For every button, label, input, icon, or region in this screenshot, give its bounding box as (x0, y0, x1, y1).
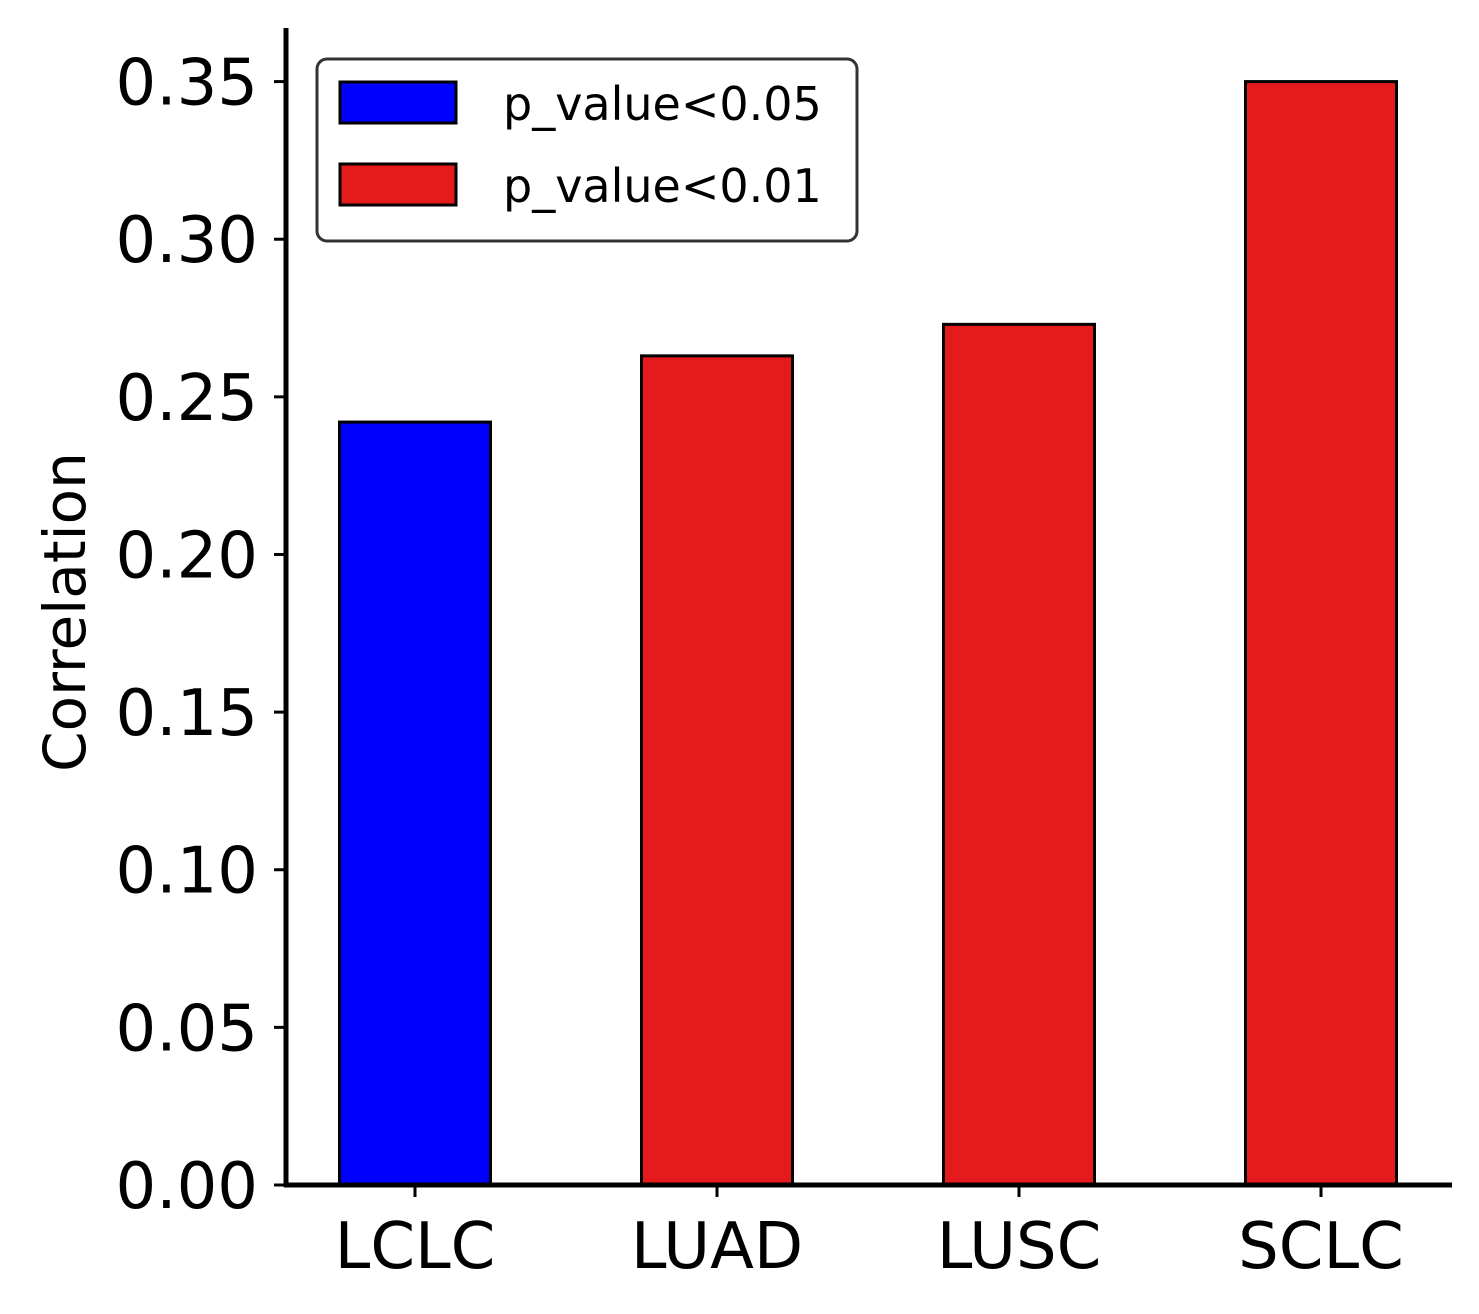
x-tick-label-sclc: SCLC (1238, 1210, 1404, 1284)
bar-luad (640, 354, 794, 1187)
y-tick-label: 0.20 (116, 519, 259, 593)
y-tick-label: 0.05 (116, 992, 259, 1066)
bar-lusc (942, 322, 1096, 1187)
x-tick-label-lusc: LUSC (937, 1210, 1102, 1284)
bar-lclc (338, 420, 492, 1187)
y-tick-label: 0.30 (116, 204, 259, 278)
legend: p_value<0.05 p_value<0.01 (315, 57, 859, 243)
legend-swatch (338, 80, 458, 125)
bar-sclc (1244, 80, 1398, 1187)
legend-swatch (338, 162, 458, 207)
y-tick-label: 0.15 (116, 677, 259, 751)
y-tick-label: 0.00 (116, 1150, 259, 1224)
y-axis-title: Correlation (31, 452, 99, 772)
bars-group (338, 80, 1398, 1187)
y-tick-label: 0.25 (116, 362, 259, 436)
x-tick-label-luad: LUAD (631, 1210, 803, 1284)
y-tick-label: 0.10 (116, 835, 259, 909)
y-tick-label: 0.35 (116, 47, 259, 121)
x-axis: LCLC LUAD LUSC SCLC (284, 1182, 1452, 1284)
legend-label: p_value<0.01 (503, 159, 822, 213)
x-tick-label-lclc: LCLC (335, 1210, 496, 1284)
y-axis: 0.00 0.05 0.10 0.15 0.20 0.25 0.30 0.35 (116, 28, 289, 1224)
legend-label: p_value<0.05 (503, 77, 822, 131)
